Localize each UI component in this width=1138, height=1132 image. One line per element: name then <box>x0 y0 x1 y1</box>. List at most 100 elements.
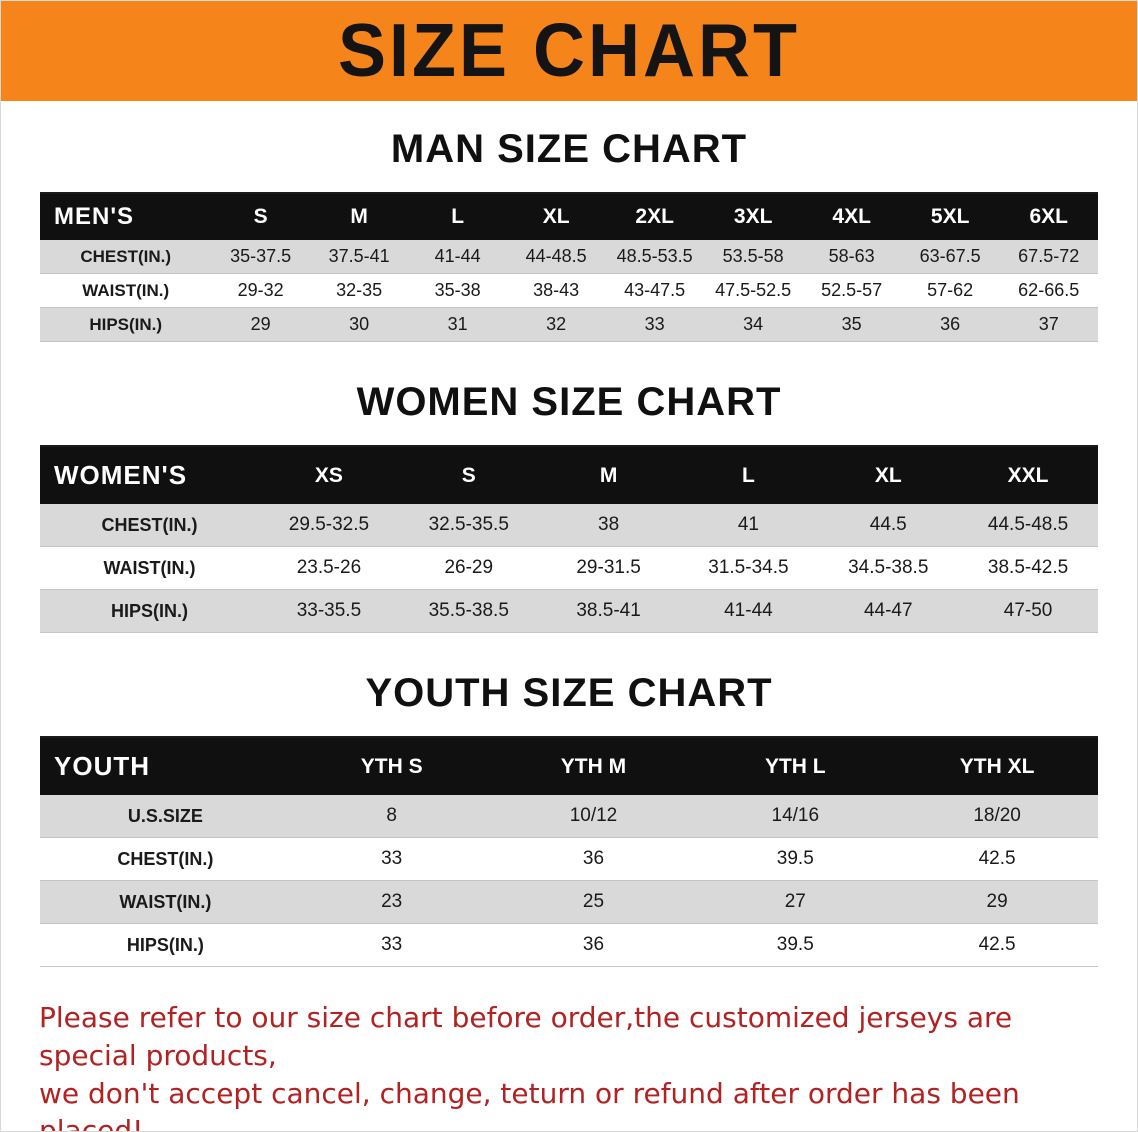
size-column-header: M <box>538 446 679 504</box>
size-column-header: YTH S <box>290 737 493 795</box>
size-value-cell: 47.5-52.5 <box>715 280 792 300</box>
table-row: CHEST(IN.) 33 36 39.5 42.5 <box>40 837 1098 881</box>
row-label: HIPS(IN.) <box>89 314 163 334</box>
table-row: CHEST(IN.) 29.5-32.5 32.5-35.5 38 41 44.5 44.5… <box>40 504 1098 547</box>
size-value-cell: 42.5 <box>978 848 1016 869</box>
size-value-cell: 47-50 <box>1003 600 1053 621</box>
size-value-cell: 27 <box>784 891 806 912</box>
size-value-cell: 29 <box>986 891 1008 912</box>
size-column-header: 3XL <box>703 193 803 240</box>
size-value-cell: 31.5-34.5 <box>708 557 789 578</box>
size-value-cell: 35-38 <box>434 280 481 300</box>
table-row: HIPS(IN.) 29 30 31 32 33 34 35 36 37 <box>40 307 1098 342</box>
size-header-row: WOMEN'S XS S M L XL XXL <box>40 446 1098 504</box>
size-value-cell: 36 <box>582 934 605 955</box>
size-value-cell: 29-31.5 <box>576 557 641 578</box>
size-value-cell: 52.5-57 <box>821 280 883 300</box>
men-size-section: MAN SIZE CHART MEN'S S M L XL 2XL 3XL 4XL 5XL 6XL… <box>1 127 1137 342</box>
size-column-header: 4XL <box>802 193 901 240</box>
size-value-cell: 36 <box>940 314 961 334</box>
size-value-cell: 29-32 <box>237 280 284 300</box>
size-value-cell: 34.5-38.5 <box>848 557 929 578</box>
size-value-cell: 41-44 <box>724 600 773 621</box>
row-label: CHEST(IN.) <box>117 848 214 869</box>
row-label: CHEST(IN.) <box>101 514 198 535</box>
row-label: WAIST(IN.) <box>82 280 170 300</box>
table-row: WAIST(IN.) 23 25 27 29 <box>40 880 1098 924</box>
women-size-section: WOMEN SIZE CHART WOMEN'S XS S M L XL XXL CHEST(… <box>1 380 1137 633</box>
row-label: WAIST(IN.) <box>103 557 196 578</box>
size-value-cell: 35-37.5 <box>230 246 292 266</box>
size-column-header: XXL <box>958 446 1098 504</box>
size-value-cell: 44.5-48.5 <box>987 514 1069 535</box>
youth-size-table: YOUTH YTH S YTH M YTH L YTH XL U.S.SIZE 8 10/12… <box>40 736 1098 967</box>
size-column-header: XL <box>818 446 959 504</box>
size-column-header: S <box>211 193 310 240</box>
size-value-cell: 8 <box>386 805 397 826</box>
table-row: CHEST(IN.) 35-37.5 37.5-41 41-44 44-48.5 48.5… <box>40 240 1098 274</box>
row-label: CHEST(IN.) <box>80 246 172 266</box>
size-value-cell: 23.5-26 <box>296 557 362 578</box>
size-value-cell: 41-44 <box>434 246 481 266</box>
table-corner-label: YOUTH <box>40 737 291 795</box>
page-title: SIZE CHART <box>338 9 800 94</box>
size-column-header: XS <box>259 446 399 504</box>
size-column-header: S <box>398 446 539 504</box>
size-value-cell: 44-48.5 <box>525 246 587 266</box>
table-row: HIPS(IN.) 33 36 39.5 42.5 <box>40 923 1098 967</box>
size-value-cell: 25 <box>582 891 605 912</box>
size-value-cell: 32-35 <box>336 280 383 300</box>
size-value-cell: 38 <box>598 514 620 535</box>
size-column-header: 2XL <box>605 193 704 240</box>
size-value-cell: 42.5 <box>978 934 1016 955</box>
size-value-cell: 29 <box>250 314 271 334</box>
row-label: WAIST(IN.) <box>119 891 212 912</box>
youth-size-section: YOUTH SIZE CHART YOUTH YTH S YTH M YTH L YTH… <box>1 671 1137 967</box>
size-value-cell: 53.5-58 <box>722 246 784 266</box>
size-value-cell: 62-66.5 <box>1018 280 1080 300</box>
table-row: U.S.SIZE 8 10/12 14/16 18/20 <box>40 795 1098 838</box>
table-corner-label: WOMEN'S <box>40 446 260 504</box>
size-value-cell: 36 <box>582 848 605 869</box>
size-header-row: YOUTH YTH S YTH M YTH L YTH XL <box>40 737 1098 795</box>
size-value-cell: 33 <box>644 314 665 334</box>
size-column-header: YTH XL <box>896 737 1098 795</box>
table-corner-label: MEN'S <box>40 193 212 240</box>
size-header-row: MEN'S S M L XL 2XL 3XL 4XL 5XL 6XL <box>40 193 1098 240</box>
row-label: U.S.SIZE <box>127 805 203 826</box>
size-value-cell: 35.5-38.5 <box>428 600 509 621</box>
size-value-cell: 38.5-41 <box>576 600 641 621</box>
size-value-cell: 43-47.5 <box>624 280 686 300</box>
size-value-cell: 48.5-53.5 <box>616 246 693 266</box>
size-value-cell: 39.5 <box>776 848 814 869</box>
size-value-cell: 14/16 <box>771 805 820 826</box>
size-value-cell: 30 <box>349 314 370 334</box>
size-value-cell: 23 <box>381 891 403 912</box>
size-column-header: 5XL <box>900 193 1000 240</box>
banner: SIZE CHART <box>1 1 1137 101</box>
size-value-cell: 67.5-72 <box>1018 246 1080 266</box>
notice-line-1: Please refer to our size chart before or… <box>39 1001 1013 1072</box>
size-column-header: 6XL <box>999 193 1098 240</box>
men-size-table: MEN'S S M L XL 2XL 3XL 4XL 5XL 6XL CHEST(IN.) 35-37… <box>40 192 1098 342</box>
size-value-cell: 26-29 <box>444 557 494 578</box>
size-value-cell: 39.5 <box>776 934 814 955</box>
size-value-cell: 18/20 <box>973 805 1021 826</box>
women-section-heading: WOMEN SIZE CHART <box>356 380 782 424</box>
size-value-cell: 63-67.5 <box>919 246 981 266</box>
notice-line-2: we don't accept cancel, change, teturn o… <box>39 1076 1020 1132</box>
size-value-cell: 41 <box>737 514 759 535</box>
size-value-cell: 58-63 <box>828 246 875 266</box>
size-column-header: YTH L <box>694 737 897 795</box>
size-value-cell: 29.5-32.5 <box>288 514 370 535</box>
size-value-cell: 32.5-35.5 <box>428 514 509 535</box>
row-label: HIPS(IN.) <box>111 600 189 621</box>
size-value-cell: 37 <box>1038 314 1059 334</box>
size-value-cell: 34 <box>743 314 764 334</box>
size-value-cell: 44-47 <box>863 600 913 621</box>
size-value-cell: 37.5-41 <box>328 246 390 266</box>
size-value-cell: 32 <box>546 314 567 334</box>
youth-section-heading: YOUTH SIZE CHART <box>365 671 773 715</box>
table-row: HIPS(IN.) 33-35.5 35.5-38.5 38.5-41 41-44 44-… <box>40 589 1098 633</box>
